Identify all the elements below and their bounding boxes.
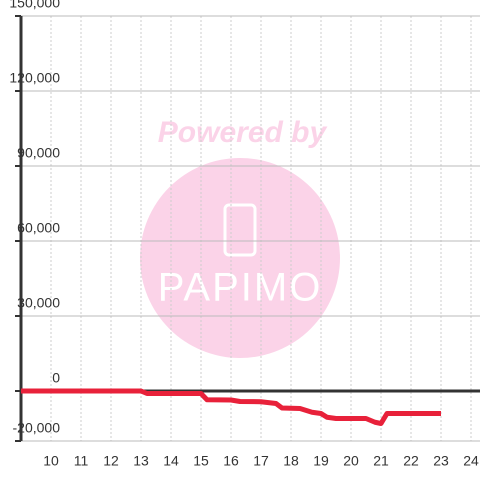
x-tick-label: 21 <box>373 453 389 469</box>
x-tick-label: 19 <box>313 453 329 469</box>
watermark-icon <box>223 203 257 257</box>
watermark-text: Powered by <box>158 116 328 149</box>
x-tick-label: 17 <box>253 453 269 469</box>
x-tick-label: 13 <box>133 453 149 469</box>
y-tick-label: 90,000 <box>17 145 60 161</box>
watermark-circle <box>140 158 340 358</box>
data-line <box>21 388 441 426</box>
x-tick-label: 16 <box>223 453 239 469</box>
x-tick-label: 18 <box>283 453 299 469</box>
x-tick-label: 15 <box>193 453 209 469</box>
x-tick-label: 23 <box>433 453 449 469</box>
y-tick-label: 60,000 <box>17 220 60 236</box>
y-tick-label: 0 <box>52 370 60 386</box>
y-tick-label: -20,000 <box>13 420 61 436</box>
x-tick-label: 14 <box>163 453 179 469</box>
y-tick-label: 30,000 <box>17 295 60 311</box>
watermark-logo: PAPIMO <box>158 266 323 310</box>
x-tick-label: 20 <box>343 453 359 469</box>
y-tick-label: 150,000 <box>9 0 60 11</box>
x-tick-label: 12 <box>103 453 119 469</box>
x-tick-label: 24 <box>463 453 479 469</box>
x-tick-label: 11 <box>74 453 89 469</box>
y-tick-label: 120,000 <box>9 70 60 86</box>
x-tick-label: 22 <box>403 453 419 469</box>
x-tick-label: 10 <box>43 453 59 469</box>
